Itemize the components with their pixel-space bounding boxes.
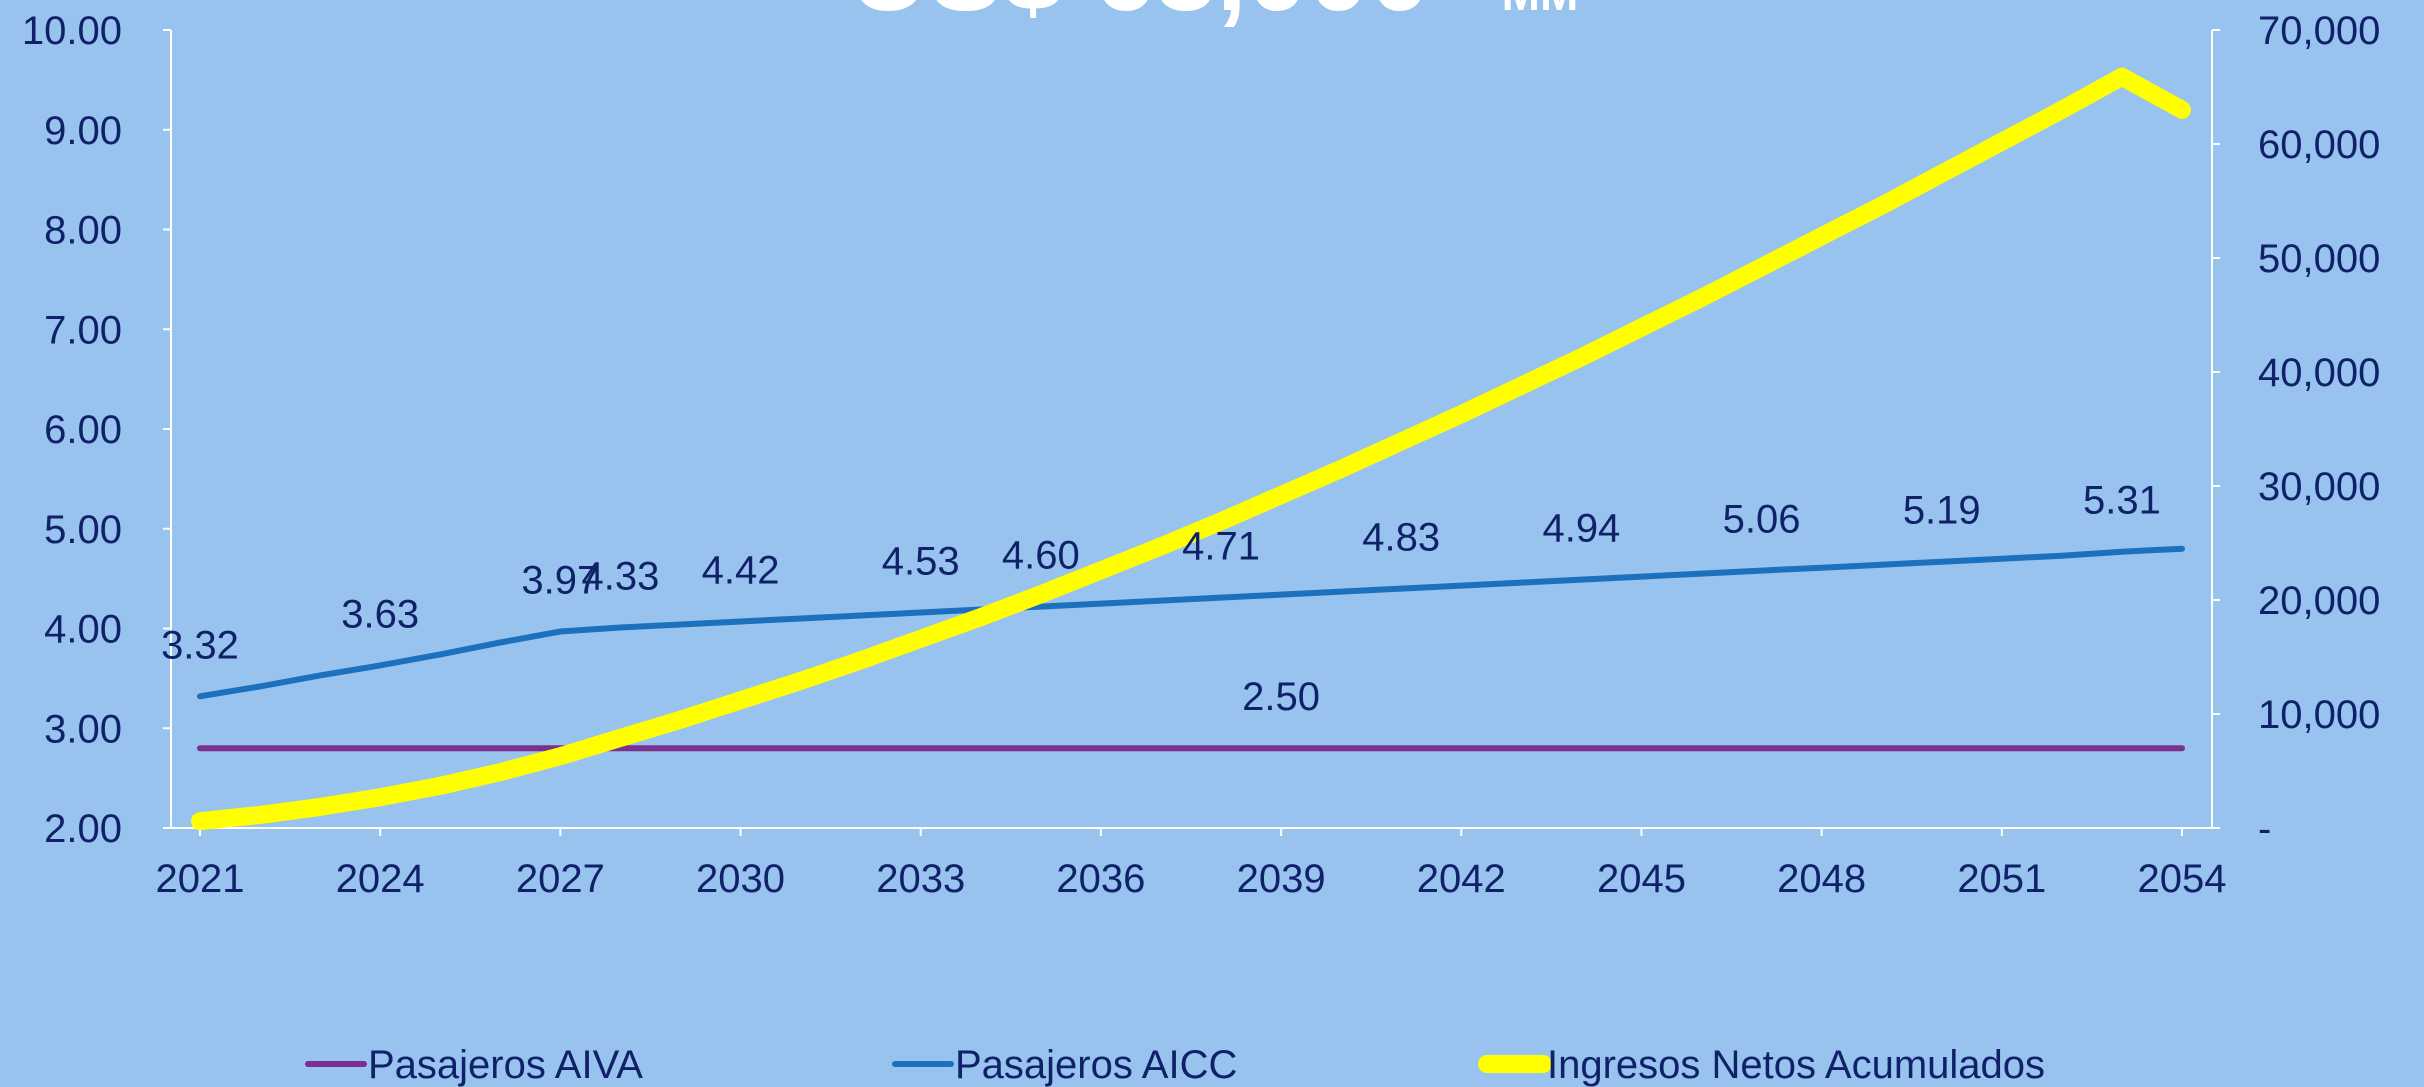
x-tick-label: 2045 xyxy=(1597,857,1686,901)
x-tick-label: 2048 xyxy=(1777,857,1866,901)
right-tick-label: 60,000 xyxy=(2258,123,2380,167)
data-labels: 2.50 3.32 3.63 3.974.33 4.42 4.53 4.60 4.71 4.83… xyxy=(161,479,2161,720)
data-label: 5.19 xyxy=(1903,489,1981,533)
right-tick-label: 50,000 xyxy=(2258,237,2380,281)
left-tick-label: 3.00 xyxy=(44,707,122,751)
left-tick-label: 6.00 xyxy=(44,408,122,452)
data-label: 3.63 xyxy=(341,592,419,636)
left-tick-label: 7.00 xyxy=(44,308,122,352)
chart-title-text: US$ 63,000 xyxy=(850,0,1431,34)
series-line-3 xyxy=(191,67,2191,831)
data-label: 5.06 xyxy=(1723,498,1801,542)
legend-label: Pasajeros AIVA xyxy=(368,1043,643,1087)
axes xyxy=(170,30,2213,829)
x-tick-label: 2033 xyxy=(876,857,965,901)
right-tick-label: 40,000 xyxy=(2258,351,2380,395)
left-tick-label: 10.00 xyxy=(22,9,122,53)
x-tick-label: 2039 xyxy=(1237,857,1326,901)
x-tick-label: 2021 xyxy=(156,857,245,901)
data-label: 4.83 xyxy=(1362,516,1440,560)
right-tick-label: 20,000 xyxy=(2258,579,2380,623)
data-label: 3.97 xyxy=(521,558,599,602)
data-label: 4.33 xyxy=(581,555,659,599)
data-label: 2.50 xyxy=(1242,675,1320,719)
chart-title: US$ 63,000 MM xyxy=(850,0,1579,34)
left-tick-label: 5.00 xyxy=(44,508,122,552)
chart-title-unit: MM xyxy=(1502,0,1579,20)
data-label: 3.32 xyxy=(161,623,239,667)
legend-label: Pasajeros AICC xyxy=(955,1043,1237,1087)
right-tick-label: 30,000 xyxy=(2258,465,2380,509)
x-tick-label: 2024 xyxy=(336,857,425,901)
series xyxy=(191,67,2191,831)
data-label: 4.42 xyxy=(702,549,780,593)
left-tick-label: 8.00 xyxy=(44,209,122,253)
right-tick-label: 70,000 xyxy=(2258,9,2380,53)
series-line-2 xyxy=(197,545,2185,700)
data-label: 4.53 xyxy=(882,540,960,584)
x-tick-label: 2042 xyxy=(1417,857,1506,901)
data-label: 5.31 xyxy=(2083,479,2161,523)
tick-labels: 2.00 3.00 4.00 5.00 6.00 7.00 8.00 9.00 10.00 - 10… xyxy=(22,9,2380,901)
right-tick-label: - xyxy=(2258,807,2271,851)
data-label: 4.60 xyxy=(1002,534,1080,578)
data-label: 4.94 xyxy=(1542,507,1620,551)
left-tick-label: 9.00 xyxy=(44,109,122,153)
x-tick-label: 2036 xyxy=(1056,857,1145,901)
x-tick-label: 2027 xyxy=(516,857,605,901)
x-tick-label: 2054 xyxy=(2138,857,2227,901)
left-tick-label: 2.00 xyxy=(44,807,122,851)
x-tick-label: 2030 xyxy=(696,857,785,901)
legend: Pasajeros AIVA Pasajeros AICC Ingresos Net… xyxy=(305,1043,2045,1087)
right-tick-label: 10,000 xyxy=(2258,693,2380,737)
x-tick-label: 2051 xyxy=(1957,857,2046,901)
legend-label: Ingresos Netos Acumulados xyxy=(1547,1043,2045,1087)
left-tick-label: 4.00 xyxy=(44,608,122,652)
data-label: 4.71 xyxy=(1182,525,1260,569)
